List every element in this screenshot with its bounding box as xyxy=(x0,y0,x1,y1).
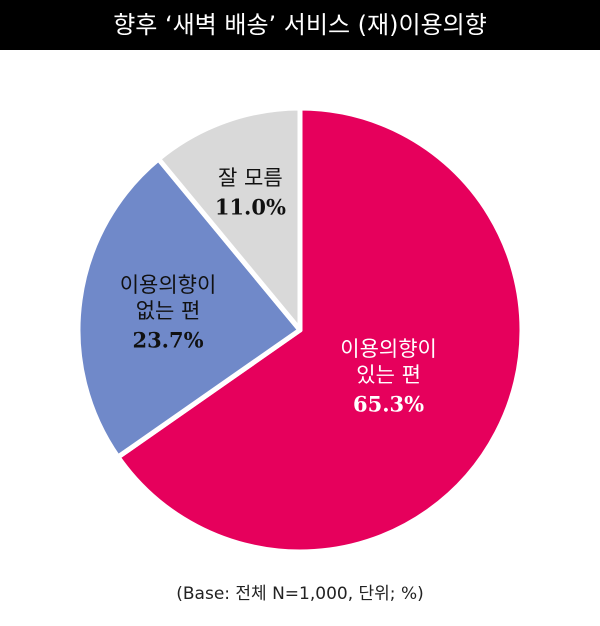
title-bar xyxy=(0,0,600,50)
pie-slice xyxy=(115,105,525,555)
slice-label: 이용의향이 xyxy=(340,337,437,361)
slice-label: 이용의향이 xyxy=(120,273,217,297)
pie-slice xyxy=(155,105,303,333)
slice-label: 없는 편 xyxy=(136,299,201,323)
pie-slice xyxy=(75,156,303,460)
value-label: 23.7% xyxy=(132,328,203,353)
slice-label: 있는 편 xyxy=(356,363,421,387)
value-label: 11.0% xyxy=(215,195,286,220)
value-label: 65.3% xyxy=(353,392,424,417)
chart-title: 향후 ‘새벽 배송’ 서비스 (재)이용의향 xyxy=(113,11,487,39)
slice-label: 잘 모름 xyxy=(218,166,283,190)
footnote: (Base: 전체 N=1,000, 단위; %) xyxy=(176,584,423,604)
